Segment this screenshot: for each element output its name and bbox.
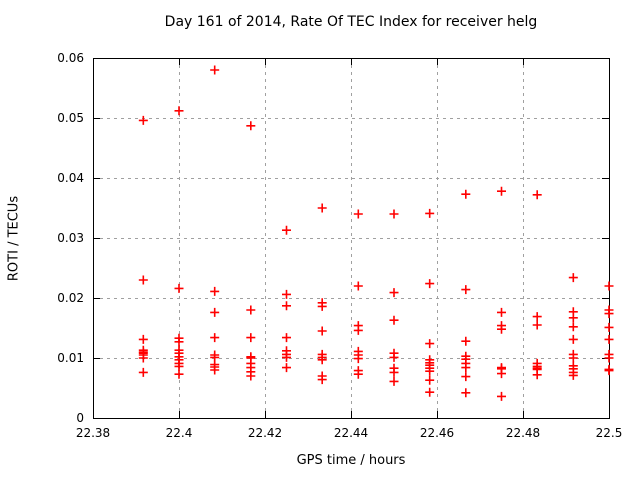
y-tick-label: 0.02 xyxy=(57,291,84,305)
data-point-marker xyxy=(389,209,399,219)
data-point-marker xyxy=(604,322,614,332)
y-tick-label: 0.03 xyxy=(57,231,84,245)
data-point-marker xyxy=(461,363,471,373)
data-point-marker xyxy=(604,309,614,319)
x-tick-label: 22.4 xyxy=(165,426,193,440)
data-point-marker xyxy=(282,225,291,235)
data-point-marker xyxy=(246,333,256,343)
data-point-marker xyxy=(138,353,148,363)
data-point-marker xyxy=(389,288,399,298)
data-point-marker xyxy=(497,186,506,196)
data-point-marker xyxy=(425,279,435,289)
data-point-marker xyxy=(210,365,220,375)
data-point-marker xyxy=(317,326,327,336)
x-tick-label: 22.48 xyxy=(505,426,541,440)
data-point-marker xyxy=(461,372,471,382)
x-axis-title: GPS time / hours xyxy=(296,453,406,468)
data-point-marker xyxy=(425,339,435,349)
data-point-marker xyxy=(138,115,148,125)
data-point-marker xyxy=(353,369,363,379)
data-point-marker xyxy=(353,281,363,291)
data-point-marker xyxy=(425,375,435,385)
y-tick-label: 0.05 xyxy=(57,111,84,125)
data-point-marker xyxy=(246,371,256,381)
data-point-marker xyxy=(389,352,399,362)
data-point-marker xyxy=(389,315,399,325)
data-point-marker xyxy=(461,388,471,398)
data-point-marker xyxy=(282,289,291,299)
data-point-marker xyxy=(389,376,399,386)
data-point-marker xyxy=(210,286,220,296)
data-point-marker xyxy=(353,325,363,335)
data-point-marker xyxy=(282,333,291,343)
data-point-marker xyxy=(604,281,614,291)
data-point-marker xyxy=(282,352,291,362)
data-point-marker xyxy=(497,369,506,379)
data-point-marker xyxy=(568,353,578,363)
data-point-marker xyxy=(425,208,435,218)
data-point-marker xyxy=(568,273,578,283)
data-point-marker xyxy=(461,285,471,295)
data-point-marker xyxy=(532,190,542,200)
data-point-marker xyxy=(174,337,184,347)
y-tick-label: 0 xyxy=(76,411,84,425)
data-point-marker xyxy=(174,369,184,379)
data-point-marker xyxy=(604,366,614,376)
data-point-marker xyxy=(282,301,291,311)
data-point-marker xyxy=(138,275,148,285)
data-point-marker xyxy=(317,203,327,213)
data-point-marker xyxy=(497,324,506,334)
x-tick-label: 22.46 xyxy=(419,426,455,440)
data-point-marker xyxy=(317,355,327,365)
data-point-marker xyxy=(425,366,435,376)
data-point-marker xyxy=(246,305,256,315)
y-tick-label: 0.04 xyxy=(57,171,84,185)
data-point-marker xyxy=(353,209,363,219)
data-point-marker xyxy=(174,283,184,293)
data-point-marker xyxy=(568,370,578,380)
data-point-marker xyxy=(389,367,399,377)
data-point-marker xyxy=(353,354,363,364)
plot-border xyxy=(93,58,610,419)
data-point-marker xyxy=(532,320,542,330)
data-point-marker xyxy=(604,334,614,344)
data-point-marker xyxy=(210,307,220,317)
data-point-marker xyxy=(532,370,542,380)
data-point-marker xyxy=(174,106,184,116)
data-point-marker xyxy=(497,307,506,317)
data-point-marker xyxy=(461,336,471,346)
x-tick-label: 22.38 xyxy=(75,426,111,440)
x-tick-label: 22.5 xyxy=(595,426,623,440)
x-tick-label: 22.44 xyxy=(333,426,369,440)
y-tick-label: 0.06 xyxy=(57,51,84,65)
data-point-marker xyxy=(461,189,471,199)
data-point-marker xyxy=(138,367,148,377)
data-point-marker xyxy=(568,322,578,332)
data-point-marker xyxy=(568,334,578,344)
data-point-marker xyxy=(604,353,614,363)
data-point-marker xyxy=(282,363,291,373)
x-tick-label: 22.42 xyxy=(247,426,283,440)
chart-title: Day 161 of 2014, Rate Of TEC Index for r… xyxy=(164,14,538,30)
data-point-marker xyxy=(425,387,435,397)
data-point-marker xyxy=(317,301,327,311)
data-point-marker xyxy=(210,333,220,343)
data-point-marker xyxy=(497,391,506,401)
data-point-marker xyxy=(210,65,220,75)
y-tick-label: 0.01 xyxy=(57,351,84,365)
data-point-marker xyxy=(138,334,148,344)
data-point-marker xyxy=(174,361,184,371)
data-point-marker xyxy=(532,312,542,322)
data-point-marker xyxy=(246,121,256,131)
data-point-marker xyxy=(568,313,578,323)
data-point-marker xyxy=(317,375,327,385)
